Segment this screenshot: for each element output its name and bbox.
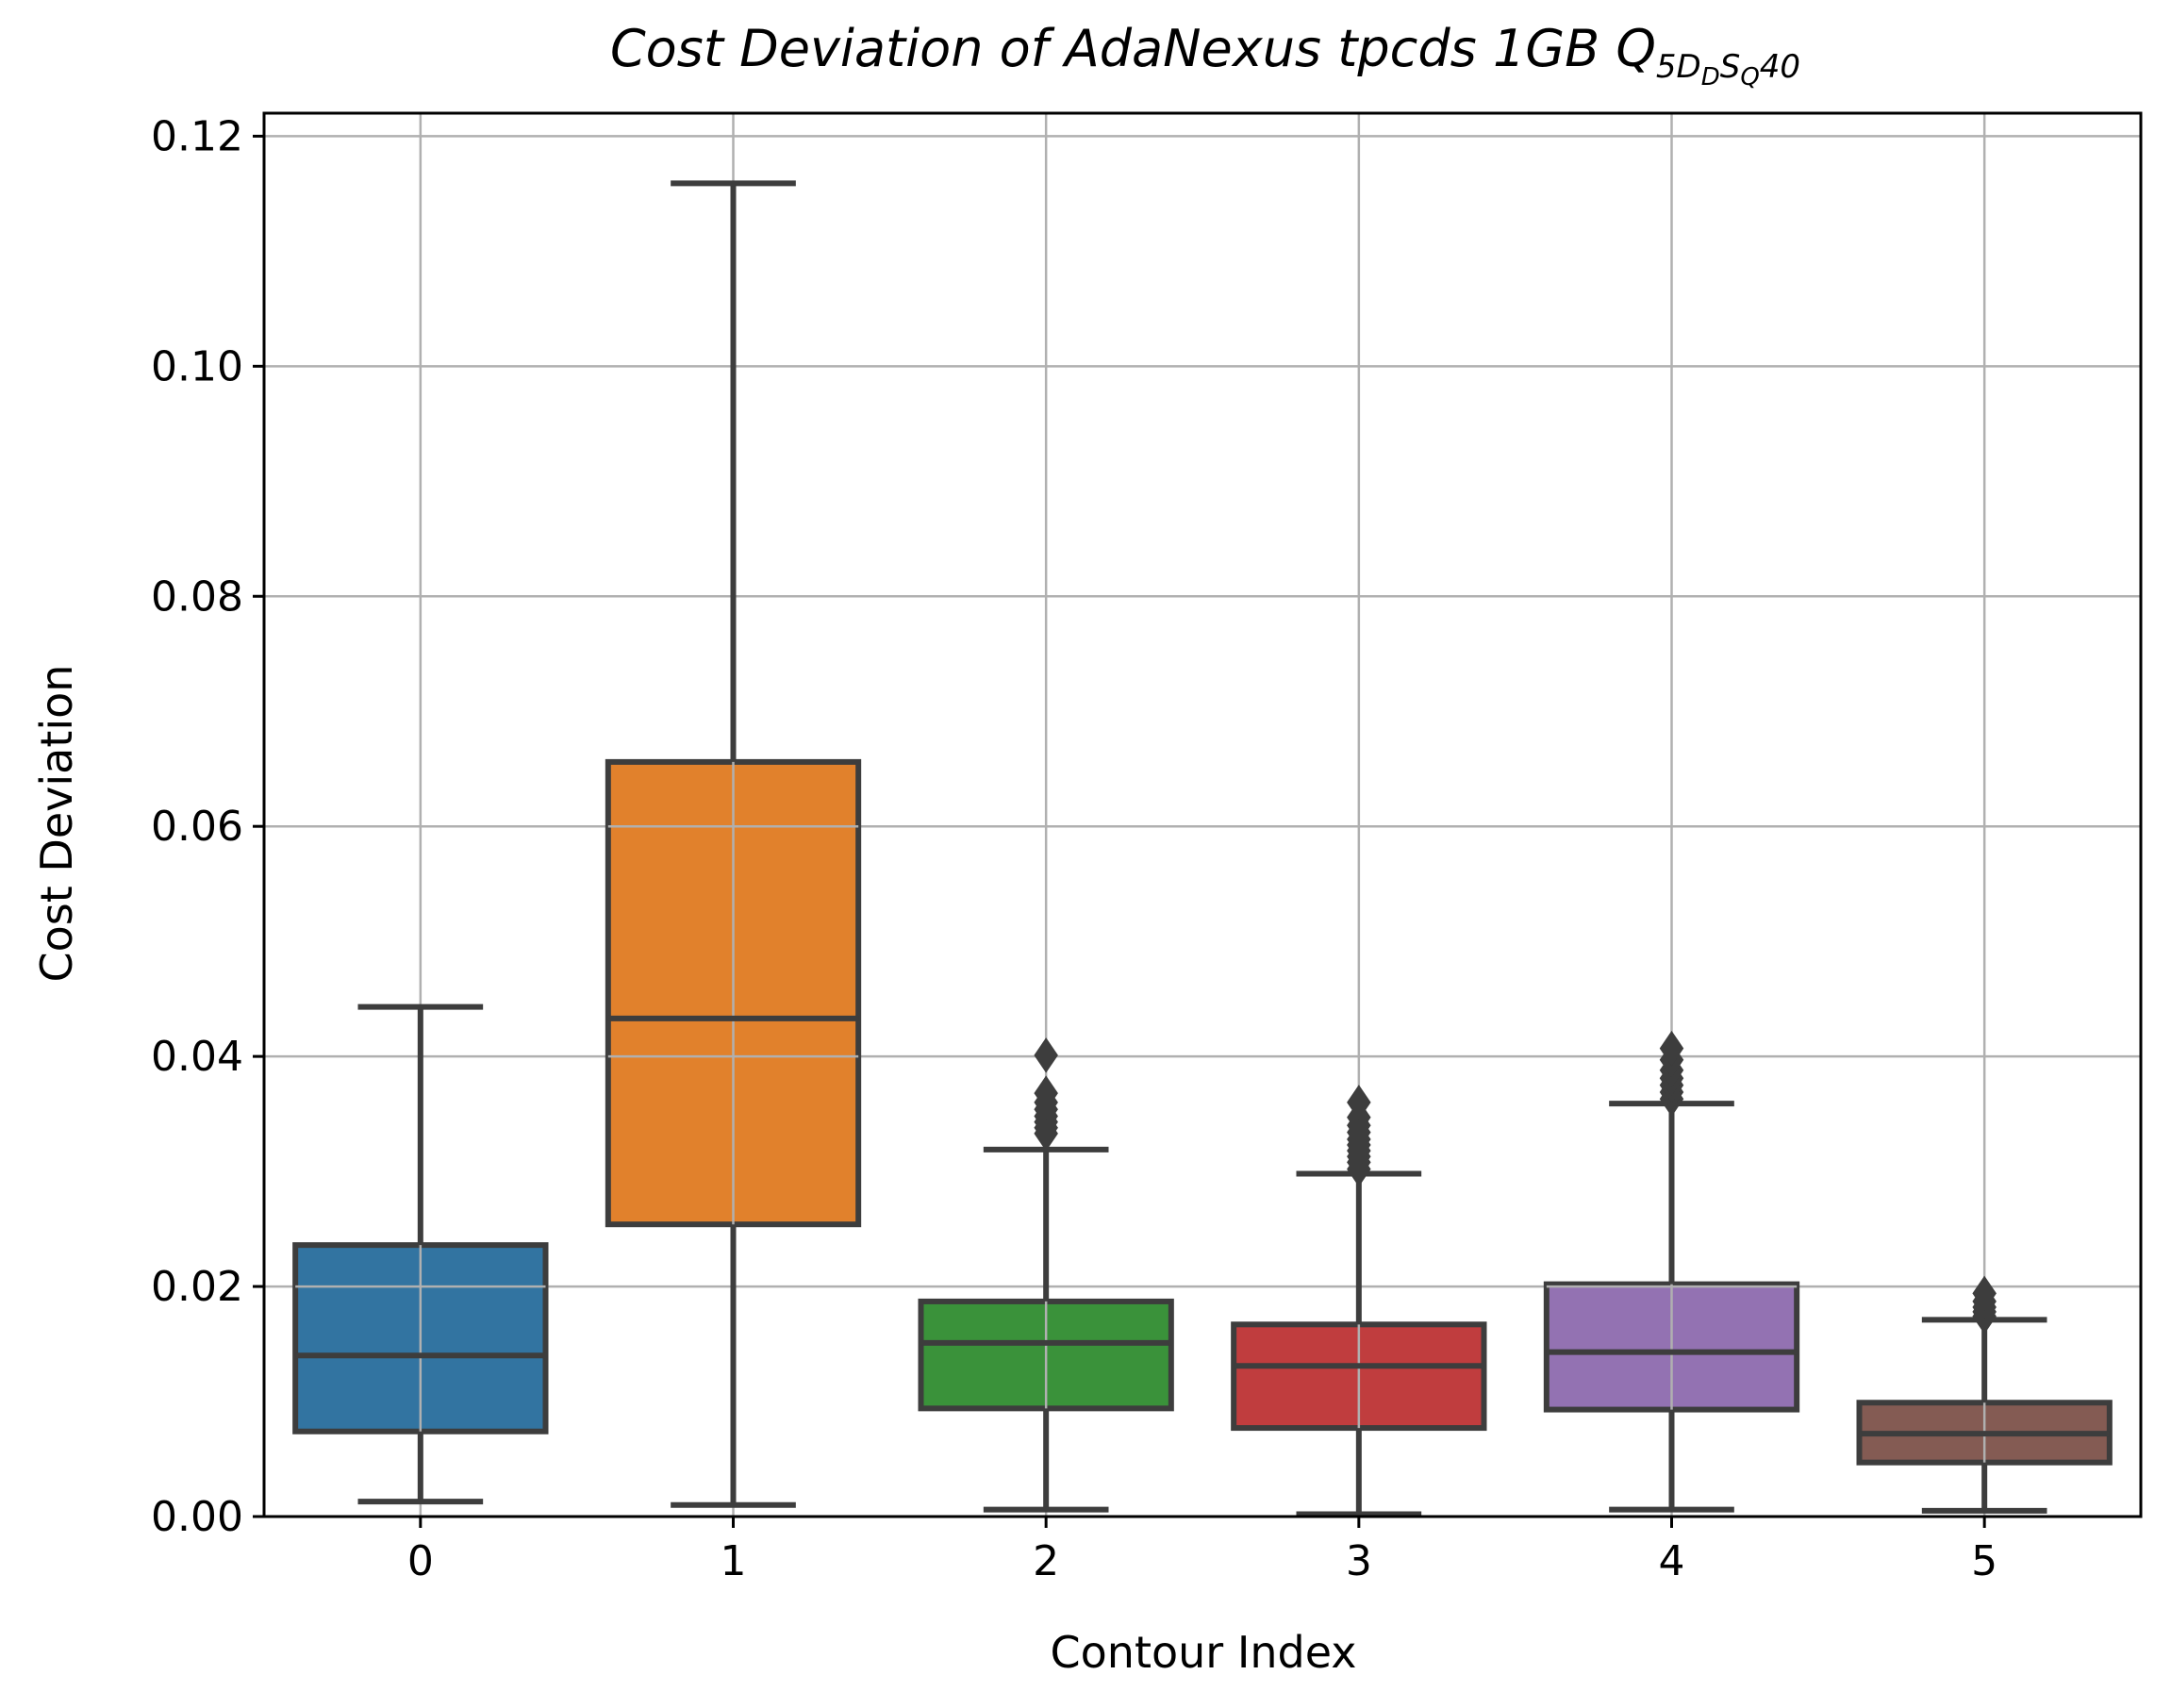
box-group (1856, 1275, 2113, 1514)
x-tick-label: 2 (1033, 1537, 1059, 1585)
box-layer (292, 180, 2113, 1517)
chart-title: Cost Deviation of AdaNexus tpcds 1GB Q5D… (610, 19, 1800, 91)
title-sub-3: D (1701, 63, 1720, 91)
box-group (605, 180, 862, 1508)
x-tick-label: 4 (1659, 1537, 1685, 1585)
y-tick-label: 0.12 (151, 112, 243, 160)
title-sub-6: 40 (1760, 48, 1800, 86)
outlier-point (1347, 1085, 1371, 1120)
y-axis-title: Cost Deviation (31, 665, 82, 983)
box-group (292, 1003, 549, 1505)
box-group (1231, 1085, 1487, 1517)
x-tick-label: 0 (407, 1537, 434, 1585)
outlier-point (1034, 1075, 1058, 1111)
plot-frame (262, 111, 2143, 1518)
box-group (918, 1037, 1174, 1513)
x-axis-title: Contour Index (1051, 1627, 1357, 1678)
y-tick-label: 0.02 (151, 1263, 243, 1311)
title-main: Cost Deviation of AdaNexus tpcds 1GB (610, 19, 1616, 78)
title-q-symbol: Q (1616, 19, 1656, 78)
title-sub-2: D (1677, 48, 1701, 86)
y-tick-label: 0.00 (151, 1493, 243, 1541)
x-tick-label: 1 (721, 1537, 747, 1585)
y-tick-label: 0.10 (151, 342, 243, 390)
y-tick-label: 0.08 (151, 572, 243, 621)
y-tick-label: 0.04 (151, 1033, 243, 1081)
outlier-point (1034, 1037, 1058, 1073)
x-tick-label: 5 (1971, 1537, 1997, 1585)
x-tick-label: 3 (1346, 1537, 1372, 1585)
title-sub-4: S (1720, 48, 1741, 86)
box-group (1543, 1030, 1800, 1513)
y-tick-label: 0.06 (151, 803, 243, 851)
outlier-point (1659, 1030, 1684, 1067)
outlier-point (1972, 1275, 1997, 1312)
axis-layer: 0.00 0.02 0.04 0.06 0.08 0.10 0.12 0 1 2 3 4 5 (151, 111, 2143, 1585)
title-sub-5: Q (1740, 63, 1759, 91)
title-sub-1: 5 (1656, 48, 1677, 86)
